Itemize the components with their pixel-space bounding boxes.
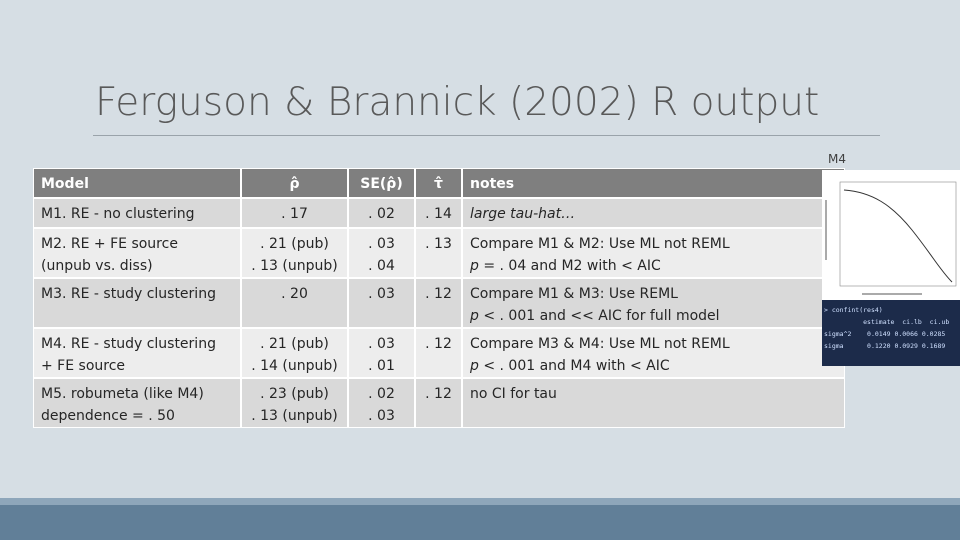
table-cell: . 02 . 03 [348,378,415,428]
cell-line: . 01 [368,358,395,374]
text-segment: < . 001 and M4 with < AIC [478,358,670,374]
text-segment: p [470,358,479,374]
text-segment: < . 001 and << AIC for full model [478,308,720,324]
cell-line: . 14 [425,206,452,222]
cell-line: Compare M1 & M2: Use ML not REML [470,236,730,252]
cell-line: . 13 (unpub) [251,408,338,424]
cell-line: (unpub vs. diss) [41,258,153,274]
cell-line: Compare M1 & M3: Use REML [470,286,678,302]
header-cell: Model [33,168,241,198]
table-cell: M1. RE - no clustering [33,198,241,228]
table-cell: . 13 [415,228,462,278]
r-console: > confint(res4) estimate ci.lb ci.ub sigm… [822,300,960,366]
table-cell: . 12 [415,378,462,428]
table-cell: M4. RE - study clustering + FE source [33,328,241,378]
cell-line: . 14 (unpub) [251,358,338,374]
cell-line: p < . 001 and << AIC for full model [470,305,837,327]
cell-line: + FE source [41,358,126,374]
cell-line: . 04 [368,258,395,274]
table-cell: . 17 [241,198,348,228]
cell-line: M5. robumeta (like M4) [41,386,204,402]
header-cell: SE(ρ̂) [348,168,415,198]
cell-line: no CI for tau [470,386,557,402]
cell-line: . 21 (pub) [260,236,329,252]
cell-line: . 13 (unpub) [251,258,338,274]
table-cell: . 14 [415,198,462,228]
inset-label: M4 [828,152,846,166]
text-segment: = . 04 and M2 with < AIC [478,258,661,274]
table-cell: . 23 (pub) . 13 (unpub) [241,378,348,428]
cell-line: M1. RE - no clustering [41,206,195,222]
table-cell: M5. robumeta (like M4) dependence = . 50 [33,378,241,428]
cell-line: . 21 (pub) [260,336,329,352]
table-cell: . 03 . 04 [348,228,415,278]
table-cell: . 21 (pub) . 13 (unpub) [241,228,348,278]
table-cell: Compare M1 & M2: Use ML not REML p = . 04… [462,228,845,278]
table-cell: M2. RE + FE source (unpub vs. diss) [33,228,241,278]
cell-line: . 20 [281,286,308,302]
table-cell: . 12 [415,328,462,378]
profile-plot [825,181,957,295]
cell-line: . 12 [425,386,452,402]
table-cell: large tau-hat… [462,198,845,228]
table-cell: . 21 (pub) . 14 (unpub) [241,328,348,378]
cell-line: . 23 (pub) [260,386,329,402]
cell-line: p < . 001 and M4 with < AIC [470,355,837,377]
table-cell: . 12 [415,278,462,328]
table-cell: M3. RE - study clustering [33,278,241,328]
header-cell: notes [462,168,845,198]
cell-line: M3. RE - study clustering [41,286,216,302]
cell-line: . 03 [368,236,395,252]
cell-line: M4. RE - study clustering [41,336,216,352]
table-cell: . 02 [348,198,415,228]
cell-line: . 03 [368,336,395,352]
cell-line: . 03 [368,286,395,302]
title-rule [93,135,880,136]
cell-line: . 03 [368,408,395,424]
table-cell: Compare M1 & M3: Use REML p < . 001 and <… [462,278,845,328]
cell-line: . 13 [425,236,452,252]
footer-band [0,505,960,540]
cell-line: . 12 [425,336,452,352]
console-line: sigma 0.1220 0.0929 0.1689 [824,342,946,350]
footer-band [0,498,960,505]
slide-title: Ferguson & Brannick (2002) R output [95,80,820,125]
table-cell: . 03 [348,278,415,328]
cell-line: M2. RE + FE source [41,236,178,252]
header-cell: ρ̂ [241,168,348,198]
console-line: sigma^2 0.0149 0.0066 0.0285 [824,330,946,338]
cell-line: Compare M3 & M4: Use ML not REML [470,336,730,352]
cell-line: p = . 04 and M2 with < AIC [470,255,837,277]
table-cell: no CI for tau [462,378,845,428]
cell-line: . 02 [368,206,395,222]
cell-line: . 17 [281,206,308,222]
table-cell: Compare M3 & M4: Use ML not REML p < . 00… [462,328,845,378]
text-segment: p [470,308,479,324]
cell-line: dependence = . 50 [41,408,175,424]
console-line: > confint(res4) [824,306,883,314]
table-cell: . 03 . 01 [348,328,415,378]
cell-line: . 02 [368,386,395,402]
cell-line: . 12 [425,286,452,302]
console-line: estimate ci.lb ci.ub [824,318,950,326]
cell-line: large tau-hat… [470,206,576,222]
text-segment: p [470,258,479,274]
table-cell: . 20 [241,278,348,328]
header-cell: τ̂ [415,168,462,198]
